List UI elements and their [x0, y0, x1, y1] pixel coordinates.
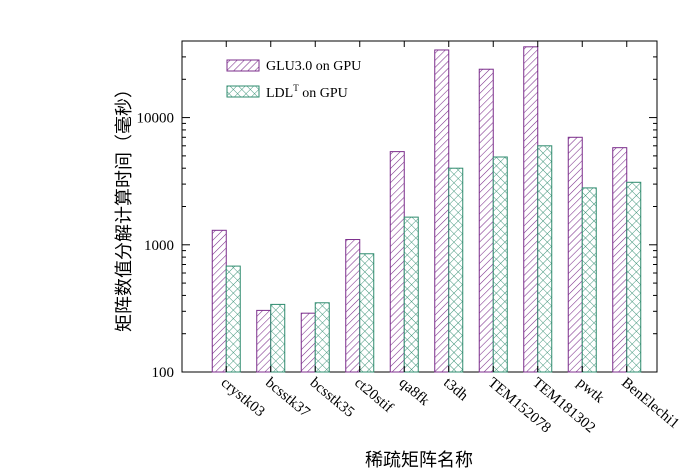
bar-glu-t3dh	[434, 49, 450, 373]
bar-glu-ct20stif	[345, 239, 361, 373]
x-tick-label-t3dh: t3dh	[440, 375, 471, 405]
x-tick-label-benelechi1: BenElechi1	[618, 375, 682, 432]
x-tick-label-pwtk: pwtk	[574, 375, 608, 407]
bar-glu-bcsstk35	[300, 312, 316, 373]
bar-glu-benelechi1	[612, 147, 628, 373]
y-tick-label: 100	[152, 365, 175, 381]
legend-label-ldlt: LDLT on GPU	[266, 83, 348, 101]
bar-glu-crystk03	[211, 229, 227, 373]
y-tick-label: 1000	[144, 238, 174, 254]
legend-swatch-ldlt	[226, 85, 260, 98]
bars	[211, 41, 642, 373]
bar-glu-bcsstk37	[256, 309, 272, 373]
bar-ldlt-qa8fk	[403, 216, 419, 373]
y-axis-title: 矩阵数值分解计算时间（毫秒）	[114, 80, 135, 332]
legend-label-glu: GLU3.0 on GPU	[266, 59, 361, 74]
x-axis-title: 稀疏矩阵名称	[365, 450, 473, 471]
bar-ldlt-tem152078	[492, 156, 508, 373]
bar-ldlt-ct20stif	[359, 253, 375, 373]
bar-ldlt-crystk03	[225, 265, 241, 373]
y-tick-label: 10000	[137, 111, 175, 127]
bar-glu-pwtk	[567, 136, 583, 373]
x-tick-label-crystk03: crystk03	[218, 375, 268, 420]
bar-ldlt-tem181302	[537, 145, 553, 373]
bar-ldlt-t3dh	[448, 167, 464, 373]
bar-ldlt-bcsstk35	[314, 302, 330, 373]
x-tick-label-bcsstk37: bcsstk37	[262, 375, 313, 421]
bar-ldlt-benelechi1	[626, 181, 642, 373]
legend-swatch-glu	[226, 59, 260, 72]
x-tick-label-qa8fk: qa8fk	[396, 375, 433, 410]
x-tick-label-ct20stif: ct20stif	[351, 375, 396, 416]
y-axis-ticks: 100 1000 10000	[137, 40, 657, 381]
bar-ldlt-bcsstk37	[270, 303, 286, 373]
bar-ldlt-pwtk	[581, 187, 597, 373]
legend: GLU3.0 on GPU LDLT on GPU	[226, 59, 361, 101]
bar-glu-qa8fk	[389, 151, 405, 373]
bar-glu-tem152078	[478, 68, 494, 373]
bar-glu-tem181302	[523, 46, 539, 373]
x-tick-label-bcsstk35: bcsstk35	[307, 375, 358, 421]
